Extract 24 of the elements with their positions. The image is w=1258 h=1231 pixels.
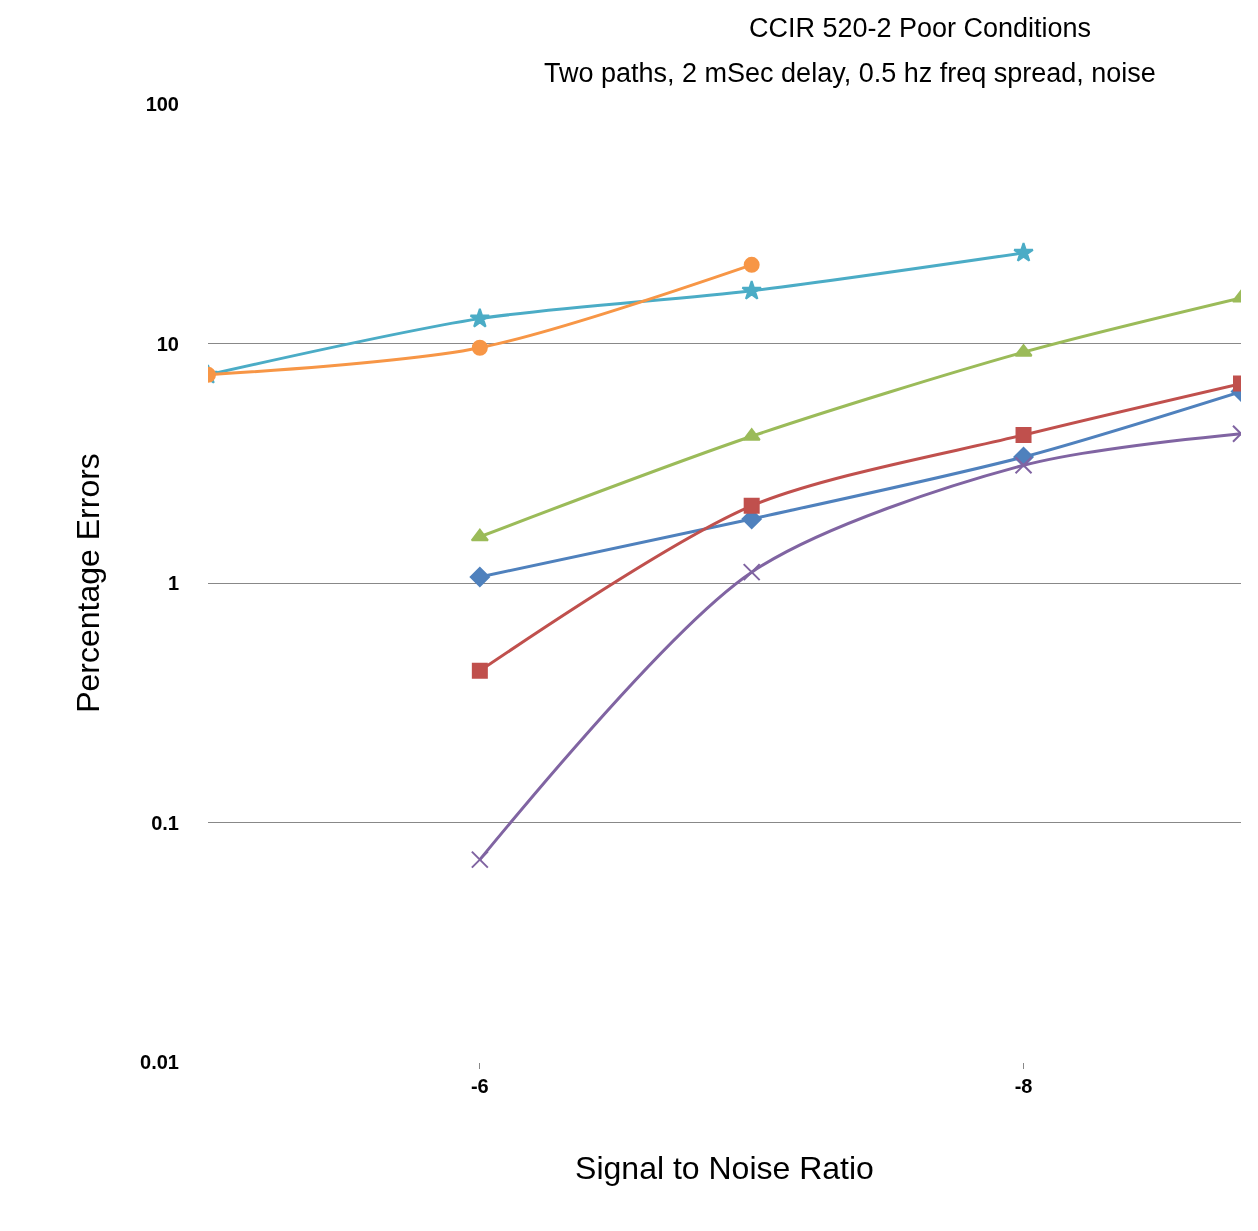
point — [1014, 456, 1033, 475]
point — [743, 256, 760, 273]
chart-title: CCIR 520-2 Poor Conditions — [748, 13, 1092, 44]
point — [470, 850, 489, 869]
y-tick-label: 0.1 — [151, 811, 179, 834]
point — [741, 279, 762, 300]
point — [471, 339, 488, 356]
point — [743, 497, 760, 514]
y-tick-label: 100 — [145, 93, 179, 115]
y-tick-label: 1 — [167, 572, 179, 594]
y-axis-title: Percentage Errors — [70, 453, 107, 713]
y-tick-label: 10 — [156, 332, 179, 355]
y-tick-label: 0.01 — [140, 1051, 179, 1073]
x-tick-label: -6 — [470, 1075, 489, 1097]
x-axis-title: Signal to Noise Ratio — [575, 1149, 874, 1186]
point — [1013, 242, 1034, 262]
point — [469, 566, 490, 588]
point — [742, 563, 761, 582]
chart-subtitle: Two paths, 2 mSec delay, 0.5 hz freq spread, noise — [544, 58, 1156, 88]
point — [471, 662, 488, 679]
point — [1015, 426, 1032, 443]
point — [469, 307, 491, 328]
point — [470, 528, 489, 542]
x-tick-label: -8 — [1014, 1075, 1033, 1097]
